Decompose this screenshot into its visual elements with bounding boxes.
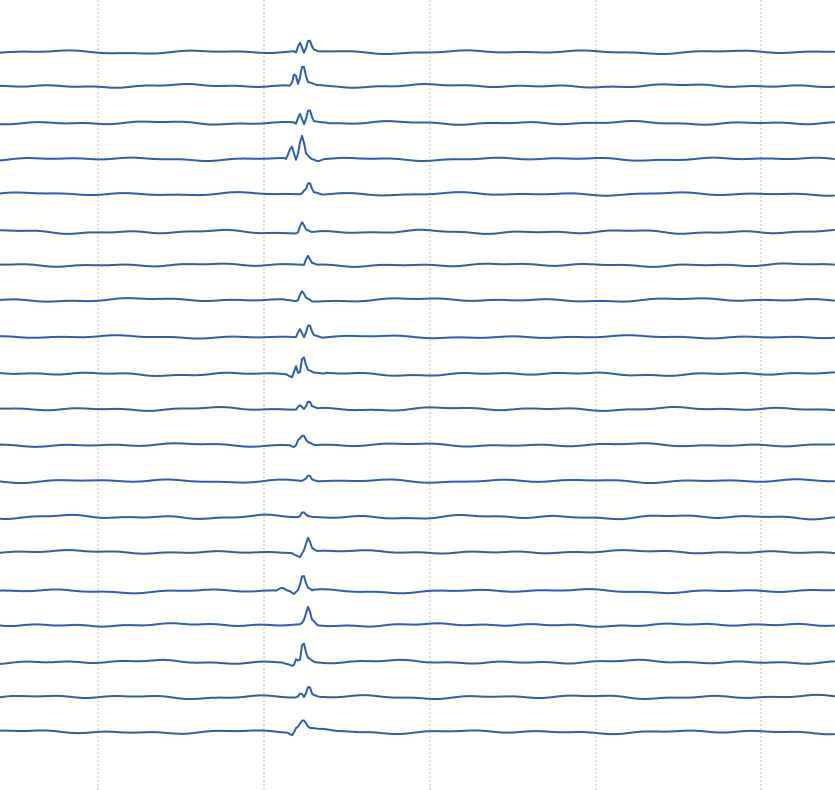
trace-6 <box>0 221 835 235</box>
trace-19 <box>0 686 835 701</box>
trace-stack <box>0 39 835 737</box>
trace-10 <box>0 356 835 379</box>
trace-15 <box>0 536 835 559</box>
trace-13 <box>0 474 835 485</box>
trace-3 <box>0 109 835 126</box>
trace-1 <box>0 39 835 56</box>
trace-2 <box>0 65 835 89</box>
trace-8 <box>0 290 835 303</box>
trace-17 <box>0 605 835 628</box>
trace-11 <box>0 400 835 412</box>
trace-14 <box>0 511 835 521</box>
trace-20 <box>0 719 835 737</box>
trace-18 <box>0 642 835 667</box>
trace-16 <box>0 575 835 595</box>
vertical-grid <box>97 0 762 790</box>
trace-12 <box>0 434 835 449</box>
trace-9 <box>0 324 835 340</box>
trace-4 <box>0 134 835 163</box>
trace-7 <box>0 254 835 268</box>
trace-5 <box>0 182 835 197</box>
